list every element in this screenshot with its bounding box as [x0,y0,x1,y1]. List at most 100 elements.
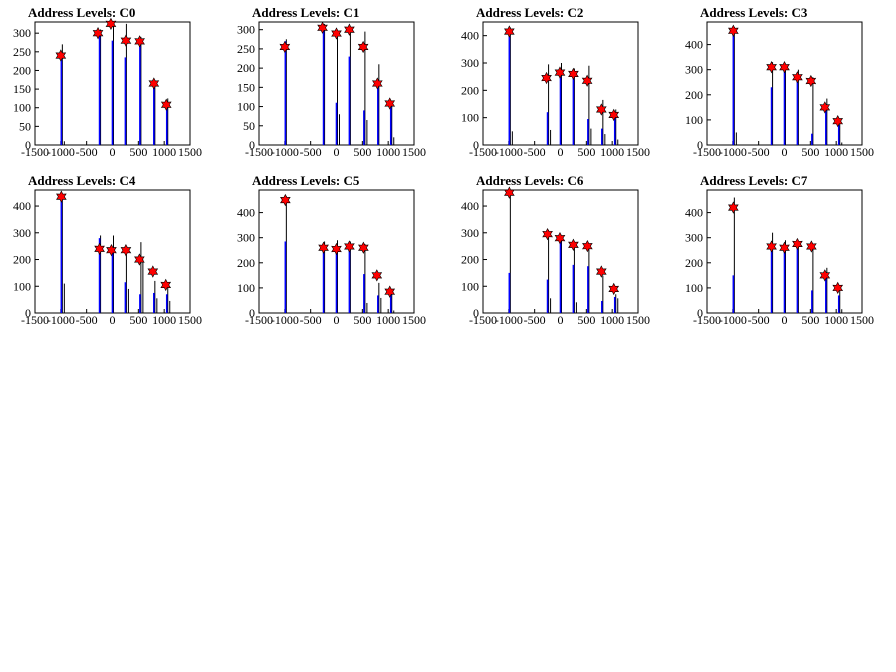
x-tick-label: 1500 [626,313,650,327]
x-tick-label: -1500 [693,145,721,159]
x-tick-label: 500 [129,313,147,327]
peak-star [317,21,328,34]
y-tick-label: 50 [243,119,255,133]
x-tick-label: -1000 [719,145,747,159]
x-tick-label: 1500 [626,145,650,159]
y-tick-label: 0 [25,306,31,320]
peak-star [92,27,104,40]
x-tick-label: -1500 [245,145,273,159]
peak-star [805,74,817,88]
peak-star [371,269,383,282]
x-tick-label: -1000 [271,145,299,159]
chart-panel-7: Address Levels: C7 0 100 200 300 400 -1500-100… [685,173,874,327]
x-tick-label: 500 [353,145,371,159]
peak-star [832,114,844,128]
peak-star [358,241,369,254]
y-tick-label: 250 [13,45,31,59]
peak-star [280,193,291,207]
y-tick-label: 300 [685,231,703,245]
x-tick-label: 1000 [824,145,848,159]
peak-star [595,103,607,116]
peak-star [134,35,145,48]
x-tick-label: -1000 [47,145,75,159]
peak-star [148,77,160,90]
chart-panel-6: Address Levels: C6 0 100 200 300 400 -1500-100… [461,173,650,327]
x-tick-label: 1500 [402,145,426,159]
y-tick-label: 200 [237,256,255,270]
x-tick-label: 1500 [178,145,202,159]
peak-star [568,67,579,81]
x-tick-label: 0 [558,313,564,327]
peak-star [120,244,132,257]
peak-star [344,240,355,253]
chart-panel-3: Address Levels: C3 0 100 200 300 400 -1500-100… [685,5,874,159]
x-tick-label: 0 [334,145,340,159]
x-tick-label: -500 [76,313,98,327]
peak-star [595,265,607,278]
y-tick-label: 200 [685,88,703,102]
peak-star [608,282,620,296]
x-tick-label: 0 [782,313,788,327]
peak-star [147,265,159,278]
x-tick-label: 1000 [376,313,400,327]
y-tick-label: 50 [19,119,31,133]
y-tick-label: 300 [13,26,31,40]
y-tick-label: 250 [237,42,255,56]
x-tick-label: 1500 [178,313,202,327]
x-tick-label: -1500 [245,313,273,327]
x-tick-label: 1000 [152,145,176,159]
peak-star [766,240,777,253]
chart-panel-5: Address Levels: C5 0 100 200 300 400 -1500-100… [237,173,426,327]
y-tick-label: 200 [461,83,479,97]
x-tick-label: 1500 [850,313,874,327]
x-tick-label: -1000 [495,145,523,159]
peak-star [541,71,552,85]
peak-star [819,269,831,282]
x-tick-label: 500 [577,313,595,327]
y-tick-label: 0 [249,138,255,152]
x-tick-label: -500 [300,145,322,159]
y-tick-label: 0 [697,138,703,152]
peak-star [106,244,117,257]
x-tick-label: 1000 [376,145,400,159]
peak-star [318,241,329,254]
y-tick-label: 0 [249,306,255,320]
peak-star [384,285,396,298]
chart-title: Address Levels: C2 [476,5,583,20]
peak-star [504,186,515,199]
peak-star [792,237,803,251]
x-tick-label: 0 [334,313,340,327]
peak-star [779,61,790,74]
y-tick-label: 150 [237,80,255,94]
peak-star [331,242,342,256]
chart-panel-4: Address Levels: C4 0 100 200 300 400 -1500-100… [13,173,202,327]
x-tick-label: 0 [782,145,788,159]
y-tick-label: 100 [237,100,255,114]
peak-star [384,97,396,110]
x-tick-label: 1000 [600,145,624,159]
x-tick-label: -1500 [693,313,721,327]
x-tick-label: 500 [801,313,819,327]
x-tick-label: 1000 [824,313,848,327]
y-tick-label: 150 [13,82,31,96]
x-tick-label: 0 [110,313,116,327]
x-tick-label: 500 [353,313,371,327]
peak-star [160,98,172,111]
x-tick-label: -1000 [495,313,523,327]
chart-panel-2: Address Levels: C2 0 100 200 300 400 -1500-100… [461,5,650,159]
x-tick-label: 500 [129,145,147,159]
peak-star [134,253,145,266]
chart-panel-1: Address Levels: C1 0 50 100 150 200 250 300 -150… [237,5,426,159]
peak-star [832,281,844,295]
peak-star [279,40,291,54]
y-tick-label: 0 [473,138,479,152]
x-tick-label: 0 [558,145,564,159]
chart-title: Address Levels: C0 [28,5,135,20]
peak-star [542,227,553,241]
peak-star [371,77,383,90]
y-tick-label: 200 [13,63,31,77]
peak-star [357,40,369,54]
y-tick-label: 300 [237,231,255,245]
peak-star [344,23,355,36]
